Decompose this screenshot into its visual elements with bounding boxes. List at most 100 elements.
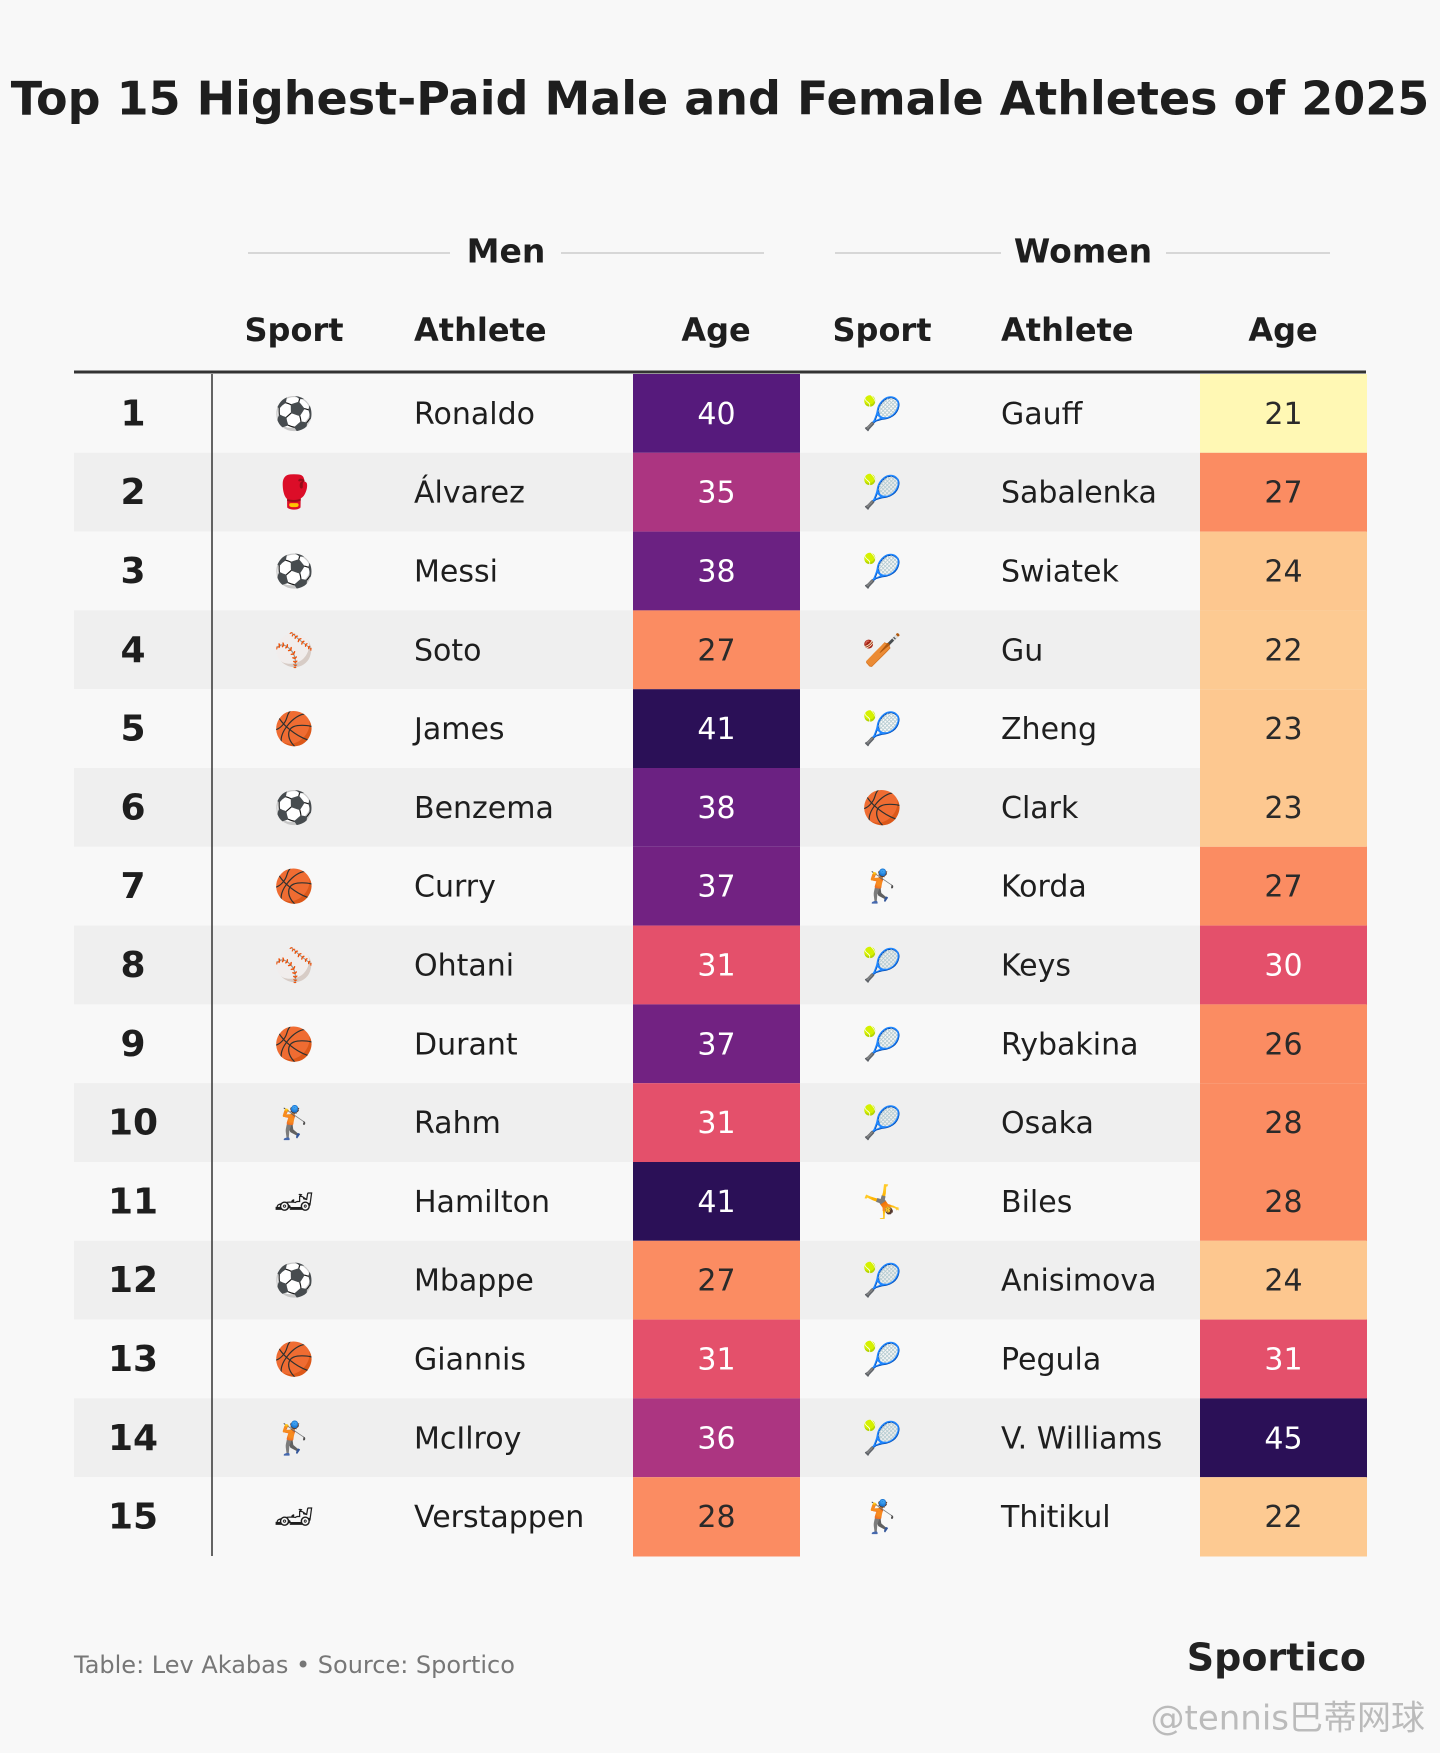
table-body: 1 ⚽ Ronaldo 40 🎾 Gauff 212 🥊 Álvarez 35 🎾 Sabalenka… — [74, 374, 1367, 1557]
column-header: Athlete — [1001, 311, 1134, 349]
rank: 5 — [120, 709, 145, 750]
age: 41 — [697, 1185, 735, 1220]
athlete: Gu — [1001, 633, 1043, 668]
age-cell — [1200, 1083, 1367, 1163]
age-cell — [1200, 1240, 1367, 1321]
sport-icon: ⚽ — [273, 1261, 314, 1299]
age-cell — [1200, 531, 1367, 611]
age-cell — [1200, 1319, 1367, 1399]
athlete: Soto — [414, 633, 482, 668]
athlete: Rybakina — [1001, 1027, 1139, 1062]
age-cell — [633, 768, 800, 848]
rank: 6 — [120, 787, 145, 828]
sport-icon: 🏎 — [274, 1182, 315, 1220]
athlete: Hamilton — [414, 1185, 550, 1220]
athlete: Verstappen — [414, 1500, 584, 1535]
sport-icon: 🏎 — [274, 1498, 315, 1536]
rank: 8 — [120, 945, 145, 986]
sport-icon: 🏌 — [862, 1498, 902, 1536]
athlete: Curry — [414, 870, 496, 905]
age: 31 — [1264, 1343, 1302, 1378]
group-header: Women — [1014, 232, 1152, 271]
athlete: Mbappe — [414, 1264, 534, 1299]
age: 30 — [1264, 949, 1302, 984]
rank: 7 — [120, 866, 145, 907]
sport-icon: 🏀 — [274, 708, 314, 749]
age: 23 — [1264, 791, 1302, 826]
rank: 4 — [120, 630, 145, 671]
age: 28 — [1264, 1106, 1302, 1141]
age: 27 — [1264, 870, 1302, 905]
column-header: Sport — [832, 311, 931, 349]
sport-icon: 🎾 — [862, 946, 902, 984]
age-cell — [633, 1004, 800, 1084]
athlete: Biles — [1001, 1185, 1072, 1220]
age-cell — [1200, 1004, 1367, 1084]
age-cell — [1200, 1398, 1367, 1478]
age-cell — [633, 1398, 800, 1478]
age-cell — [1200, 768, 1367, 848]
rank: 12 — [108, 1260, 158, 1301]
sport-icon: 🏌 — [274, 1104, 314, 1142]
athlete: Thitikul — [1000, 1500, 1111, 1535]
age-cell — [1200, 689, 1367, 769]
age-cell — [1200, 610, 1367, 690]
age: 28 — [697, 1500, 735, 1535]
age: 26 — [1264, 1027, 1302, 1062]
watermark: @tennis巴蒂网球 — [1150, 1699, 1425, 1739]
athlete: Clark — [1001, 791, 1079, 826]
column-header: Age — [1248, 311, 1317, 349]
age: 24 — [1264, 555, 1302, 590]
age-cell — [633, 846, 800, 927]
age-cell — [633, 925, 800, 1005]
rank: 9 — [120, 1024, 145, 1065]
age: 28 — [1264, 1185, 1302, 1220]
credit: Table: Lev Akabas • Source: Sportico — [73, 1651, 515, 1679]
age-cell — [633, 1240, 800, 1321]
rank: 11 — [108, 1181, 158, 1222]
age-cell — [633, 531, 800, 611]
age: 27 — [697, 1264, 735, 1299]
age-cell — [1200, 846, 1367, 927]
athlete: Sabalenka — [1001, 476, 1157, 511]
athlete: Ohtani — [414, 949, 514, 984]
age-cell — [1200, 925, 1367, 1005]
sport-icon: ⚽ — [273, 552, 314, 590]
athlete: Osaka — [1001, 1106, 1094, 1141]
age: 21 — [1264, 397, 1302, 432]
athlete: Zheng — [1001, 712, 1097, 747]
athlete: Korda — [1001, 870, 1087, 905]
rank: 15 — [108, 1497, 158, 1538]
age-cell — [633, 452, 800, 533]
sport-icon: 🏀 — [274, 1023, 314, 1064]
logo: Sportico — [1187, 1636, 1366, 1680]
sport-icon: 🥊 — [274, 473, 314, 511]
column-header: Sport — [244, 311, 343, 349]
sport-icon: 🏀 — [274, 865, 314, 906]
sport-icon: 🏏 — [862, 631, 902, 669]
sport-icon: 🤸 — [862, 1182, 902, 1220]
athlete: Keys — [1001, 949, 1071, 984]
sport-icon: 🎾 — [862, 1261, 902, 1299]
athlete: V. Williams — [1001, 1421, 1162, 1456]
column-header: Age — [681, 311, 750, 349]
sport-icon: 🏌 — [274, 1419, 314, 1457]
title: Top 15 Highest-Paid Male and Female Athl… — [11, 72, 1429, 126]
sport-icon: ⚾ — [273, 946, 314, 984]
sport-icon: 🎾 — [862, 473, 902, 511]
age: 38 — [697, 555, 735, 590]
sport-icon: ⚽ — [273, 788, 314, 826]
sport-icon: 🏀 — [862, 786, 902, 827]
rank: 2 — [120, 472, 145, 513]
age: 27 — [1264, 476, 1302, 511]
sport-icon: ⚽ — [273, 394, 314, 432]
athlete: Swiatek — [1001, 555, 1120, 590]
rank: 14 — [108, 1418, 158, 1459]
age-cell — [1200, 1477, 1367, 1557]
age-cell — [1200, 374, 1367, 454]
athlete: Rahm — [414, 1106, 501, 1141]
athlete: Messi — [414, 555, 498, 590]
age: 23 — [1264, 712, 1302, 747]
athlete: Pegula — [1001, 1343, 1101, 1378]
